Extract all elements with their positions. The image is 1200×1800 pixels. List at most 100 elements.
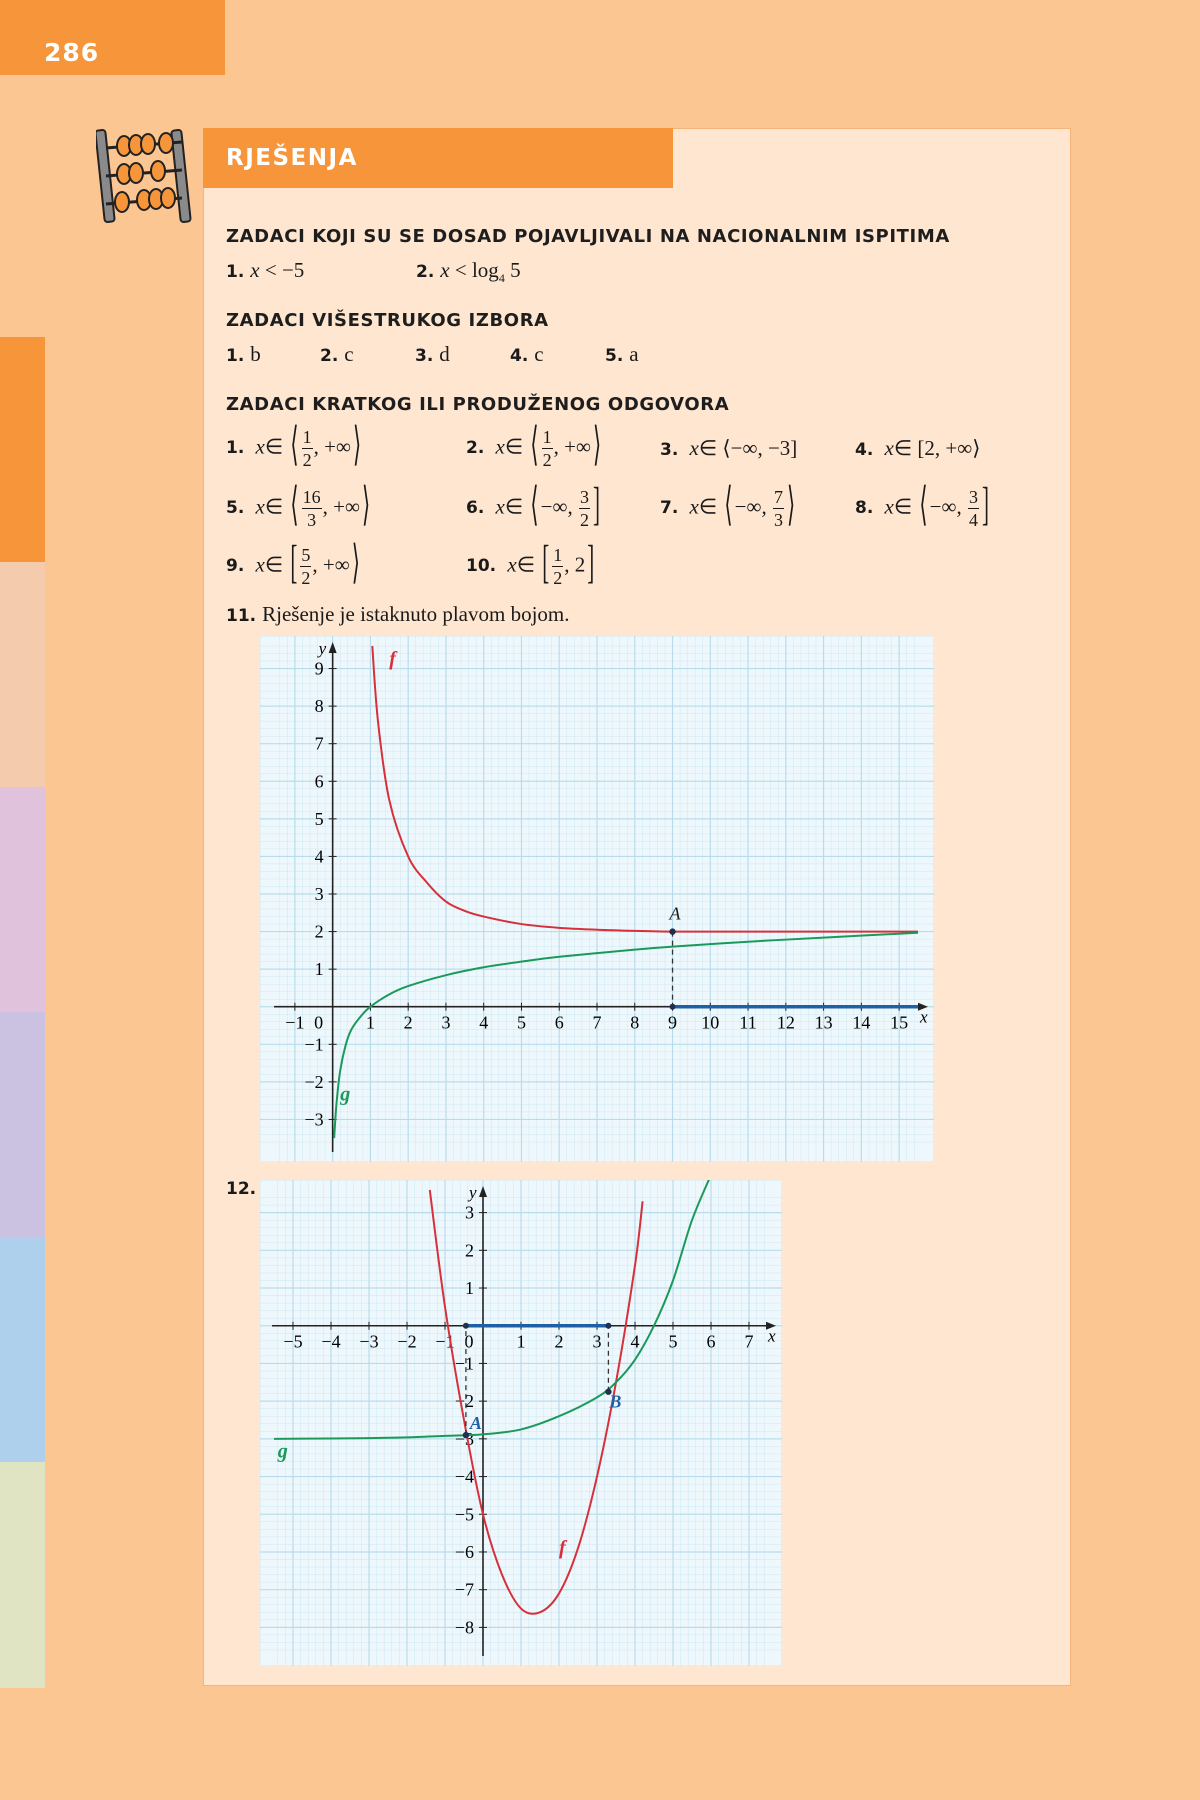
answer-number: 5. xyxy=(226,498,245,519)
curve-f xyxy=(371,645,918,933)
x-tick-label: 5 xyxy=(517,1013,526,1033)
close-bracket: ] xyxy=(592,477,600,531)
answer-number: 3. xyxy=(660,440,679,460)
interval-tail: , +∞ xyxy=(553,434,591,459)
point-label-A: A xyxy=(469,1413,482,1433)
numerator: 1 xyxy=(541,427,553,449)
interval-answer-5: 5. x∈ ⟨ 16 3, +∞⟩ xyxy=(226,478,372,531)
numerator: 3 xyxy=(967,487,979,509)
answer-variable: x xyxy=(255,494,265,519)
open-bracket: ⟨ xyxy=(530,477,539,531)
answer-variable: x xyxy=(250,258,260,282)
curve-label-f: f xyxy=(389,648,398,670)
element-of-symbol: ∈ xyxy=(893,494,913,519)
point-label-B: B xyxy=(608,1392,621,1412)
x-tick-label: 15 xyxy=(890,1013,908,1033)
y-tick-label: 6 xyxy=(315,771,324,791)
interval-head: −∞, xyxy=(540,494,578,519)
interval-answer-6: 6. x∈ ⟨−∞, 3 2] xyxy=(466,478,602,531)
denominator: 2 xyxy=(301,568,311,588)
y-tick-label: −3 xyxy=(304,1109,323,1129)
close-bracket: ⟩ xyxy=(351,535,360,589)
x-tick-label: −4 xyxy=(321,1332,340,1352)
y-tick-label: 2 xyxy=(465,1240,474,1260)
side-strip-green xyxy=(0,1462,45,1688)
axis-point xyxy=(462,1322,469,1329)
curve-label-f: f xyxy=(559,1537,568,1559)
denominator: 4 xyxy=(968,510,978,530)
answer-text: a xyxy=(629,342,639,366)
answer-number: 1. xyxy=(226,346,245,366)
point-label-A: A xyxy=(669,904,682,924)
interval-tail: , +∞ xyxy=(322,494,360,519)
x-axis-label: x xyxy=(767,1327,776,1346)
element-of-symbol: ∈ xyxy=(504,494,524,519)
side-strip-blue xyxy=(0,1237,45,1462)
answer-number: 4. xyxy=(855,440,874,460)
close-bracket: ⟩ xyxy=(592,417,602,471)
answer-variable: x xyxy=(507,552,517,577)
mc-answer-1: 1. b xyxy=(226,342,261,367)
interval-answer-1: 1. x∈ ⟨ 1 2, +∞⟩ xyxy=(226,418,363,471)
intersection-point xyxy=(605,1388,612,1395)
answer-number: 2. xyxy=(466,438,485,459)
numerator: 7 xyxy=(772,487,784,509)
answer-number: 3. xyxy=(415,346,434,366)
answer-12: 12. xyxy=(226,1175,262,1200)
interval-answer-7: 7. x∈ ⟨−∞, 7 3 ⟩ xyxy=(660,478,797,531)
numerator: 1 xyxy=(552,545,564,567)
x-tick-label: 2 xyxy=(555,1332,564,1352)
open-bracket: ⟨ xyxy=(530,417,539,471)
numerator: 16 xyxy=(301,487,322,509)
x-tick-label: 14 xyxy=(852,1013,870,1033)
x-axis-label: x xyxy=(919,1008,928,1027)
side-strip-lavender xyxy=(0,1012,45,1237)
element-of-symbol: ∈ xyxy=(264,434,284,459)
curve-g xyxy=(333,931,919,1139)
interval-answer-8: 8. x∈ ⟨−∞, 3 4] xyxy=(855,478,991,531)
open-bracket: [ xyxy=(917,436,925,460)
answer-variable: x xyxy=(495,494,505,519)
answer-variable: x xyxy=(495,434,505,459)
answer-national-1: 1. x < −5 xyxy=(226,258,304,283)
y-tick-label: −4 xyxy=(455,1467,474,1487)
answer-number: 5. xyxy=(605,346,624,366)
denominator: 3 xyxy=(307,510,317,530)
close-bracket: ] xyxy=(790,436,798,460)
open-bracket: ⟨ xyxy=(290,477,299,531)
side-strip-pink xyxy=(0,787,45,1012)
y-tick-label: 3 xyxy=(465,1203,474,1223)
curve-label-g: g xyxy=(339,1084,350,1106)
log-argument: 5 xyxy=(504,258,521,282)
x-axis-arrow xyxy=(766,1321,776,1330)
interval-answer-9: 9. x∈ [5 2, +∞⟩ xyxy=(226,536,362,589)
intersection-point xyxy=(462,1431,470,1439)
interval-answer-2: 2. x∈ ⟨ 1 2, +∞⟩ xyxy=(466,418,603,471)
denominator: 2 xyxy=(542,450,552,470)
y-tick-label: 3 xyxy=(315,884,324,904)
x-tick-label: 11 xyxy=(739,1013,756,1033)
y-tick-label: −1 xyxy=(455,1353,474,1373)
close-bracket: ] xyxy=(981,477,989,531)
element-of-symbol: ∈ xyxy=(698,494,718,519)
answer-variable: x xyxy=(255,434,265,459)
x-tick-label: 8 xyxy=(630,1013,639,1033)
answer-national-2: 2. x < log4 5 xyxy=(416,258,521,286)
x-tick-label: 7 xyxy=(593,1013,602,1033)
axis-point xyxy=(605,1322,612,1329)
x-tick-label: 4 xyxy=(479,1013,488,1033)
title-bar xyxy=(203,128,673,188)
x-tick-label: −1 xyxy=(285,1013,304,1033)
interval-tail: , 2 xyxy=(564,552,586,577)
x-tick-label: 9 xyxy=(668,1013,677,1033)
y-tick-label: 1 xyxy=(465,1278,474,1298)
element-of-symbol: ∈ xyxy=(264,552,284,577)
close-bracket: ⟩ xyxy=(786,477,796,531)
x-tick-label: 6 xyxy=(707,1332,716,1352)
answer-variable: x xyxy=(440,258,450,282)
